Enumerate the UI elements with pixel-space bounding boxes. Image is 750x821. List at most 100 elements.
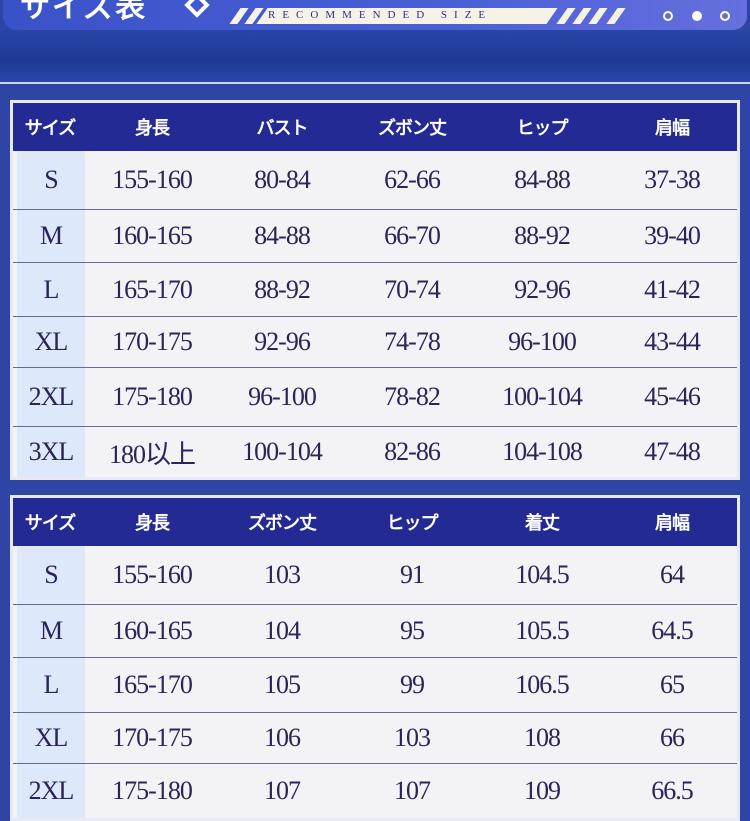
value-cell: 65 [660,670,685,699]
value-cell: 95 [400,616,425,645]
size-cell: S [17,151,85,209]
value-cell: 80-84 [254,165,311,194]
value-cell: 96-100 [508,327,577,356]
size-cell: S [17,546,85,604]
value-cell: 84-88 [254,221,311,250]
table-row: XL 170-175 106 103 108 66 [13,712,737,763]
size-cell: XL [17,713,85,763]
value-cell: 108 [524,723,561,752]
value-cell: 160-165 [112,616,193,645]
value-cell: 107 [394,776,431,805]
value-cell: 106 [264,723,301,752]
table-row: L 165-170 88-92 70-74 92-96 41-42 [13,262,737,316]
value-cell: 43-44 [644,327,701,356]
size-cell: XL [17,317,85,367]
value-cell: 88-92 [514,221,571,250]
value-cell: 105.5 [515,616,570,645]
size-cell: 2XL [17,764,85,818]
column-header: ズボン丈 [248,513,317,534]
value-cell: 92-96 [254,327,311,356]
value-cell: 165-170 [112,274,193,304]
value-cell: 92-96 [514,274,571,304]
value-cell: 175-180 [112,382,193,411]
column-header: 肩幅 [655,118,690,139]
sky-band [0,30,750,82]
size-cell: 2XL [17,368,85,426]
table-row: S 155-160 103 91 104.5 64 [13,546,737,604]
table-row: L 165-170 105 99 106.5 65 [13,657,737,712]
value-cell: 88-92 [254,274,311,304]
table-header: サイズ 身長 ズボン丈 ヒップ 着丈 肩幅 [13,498,737,546]
table-row: S 155-160 80-84 62-66 84-88 37-38 [13,151,737,209]
value-cell: 100-104 [502,382,583,411]
value-cell: 39-40 [644,221,701,250]
value-cell: 107 [264,776,301,805]
column-header: ヒップ [386,513,439,534]
value-cell: 47-48 [644,437,701,466]
size-cell: L [17,263,85,316]
value-cell: 170-175 [112,327,193,356]
value-cell: 104 [264,616,301,645]
value-cell: 106.5 [515,670,570,699]
value-cell: 99 [400,670,425,699]
value-cell: 175-180 [112,776,193,805]
value-cell: 103 [394,723,431,752]
column-header: バスト [256,118,309,139]
value-cell: 62-66 [384,165,441,194]
dot-icon [692,11,702,21]
value-cell: 109 [524,776,561,805]
value-cell: 104-108 [502,437,583,466]
value-cell: 82-86 [384,437,441,466]
value-cell: 84-88 [514,165,571,194]
value-cell: 160-165 [112,221,193,250]
dot-icon [720,11,730,21]
value-cell: 165-170 [112,670,193,699]
banner-subtitle: RECOMMENDED SIZE [268,9,493,21]
table-row: XL 170-175 92-96 74-78 96-100 43-44 [13,316,737,367]
divider [0,82,750,84]
size-cell: M [17,605,85,657]
column-header: 身長 [135,513,170,534]
value-cell: 104.5 [515,560,570,589]
table-row: M 160-165 104 95 105.5 64.5 [13,604,737,657]
value-cell: 70-74 [384,274,441,304]
dot-icon [663,11,673,21]
value-cell: 100-104 [242,437,323,466]
value-cell: 64.5 [651,616,694,645]
value-cell: 78-82 [384,382,441,411]
table-row: M 160-165 84-88 66-70 88-92 39-40 [13,209,737,262]
value-cell: 37-38 [644,165,701,194]
size-table-2: サイズ 身長 ズボン丈 ヒップ 着丈 肩幅 S 155-160 103 91 104.5 64 M 160… [10,495,740,821]
value-cell: 170-175 [112,723,193,752]
size-cell: M [17,210,85,262]
size-cell: 3XL [17,427,85,477]
value-cell: 96-100 [248,382,317,411]
value-cell: 64 [660,560,685,589]
value-cell: 155-160 [112,560,193,589]
column-header: サイズ [24,513,76,534]
banner-title: サイズ表 [20,0,148,25]
value-cell: 103 [264,560,301,589]
table-header: サイズ 身長 バスト ズボン丈 ヒップ 肩幅 [13,103,737,151]
value-cell: 66-70 [384,221,441,250]
column-header: 身長 [135,118,170,139]
value-cell: 41-42 [644,274,701,304]
column-header: 着丈 [525,513,560,534]
value-cell: 66.5 [651,776,694,805]
value-cell: 155-160 [112,165,193,194]
value-cell: 105 [264,670,301,699]
column-header: 肩幅 [655,513,690,534]
value-cell: 66 [660,723,685,752]
value-cell: 180以上 [108,439,196,469]
size-table-1: サイズ 身長 バスト ズボン丈 ヒップ 肩幅 S 155-160 80-84 62-66 84-88… [10,100,740,480]
table-row: 3XL 180以上 100-104 82-86 104-108 47-48 [13,426,737,477]
value-cell: 74-78 [384,327,441,356]
column-header: ヒップ [516,118,569,139]
column-header: サイズ [24,118,76,139]
column-header: ズボン丈 [378,118,447,139]
value-cell: 45-46 [644,382,701,411]
table-row: 2XL 175-180 107 107 109 66.5 [13,763,737,818]
table-row: 2XL 175-180 96-100 78-82 100-104 45-46 [13,367,737,426]
size-cell: L [17,658,85,712]
value-cell: 91 [400,560,425,589]
